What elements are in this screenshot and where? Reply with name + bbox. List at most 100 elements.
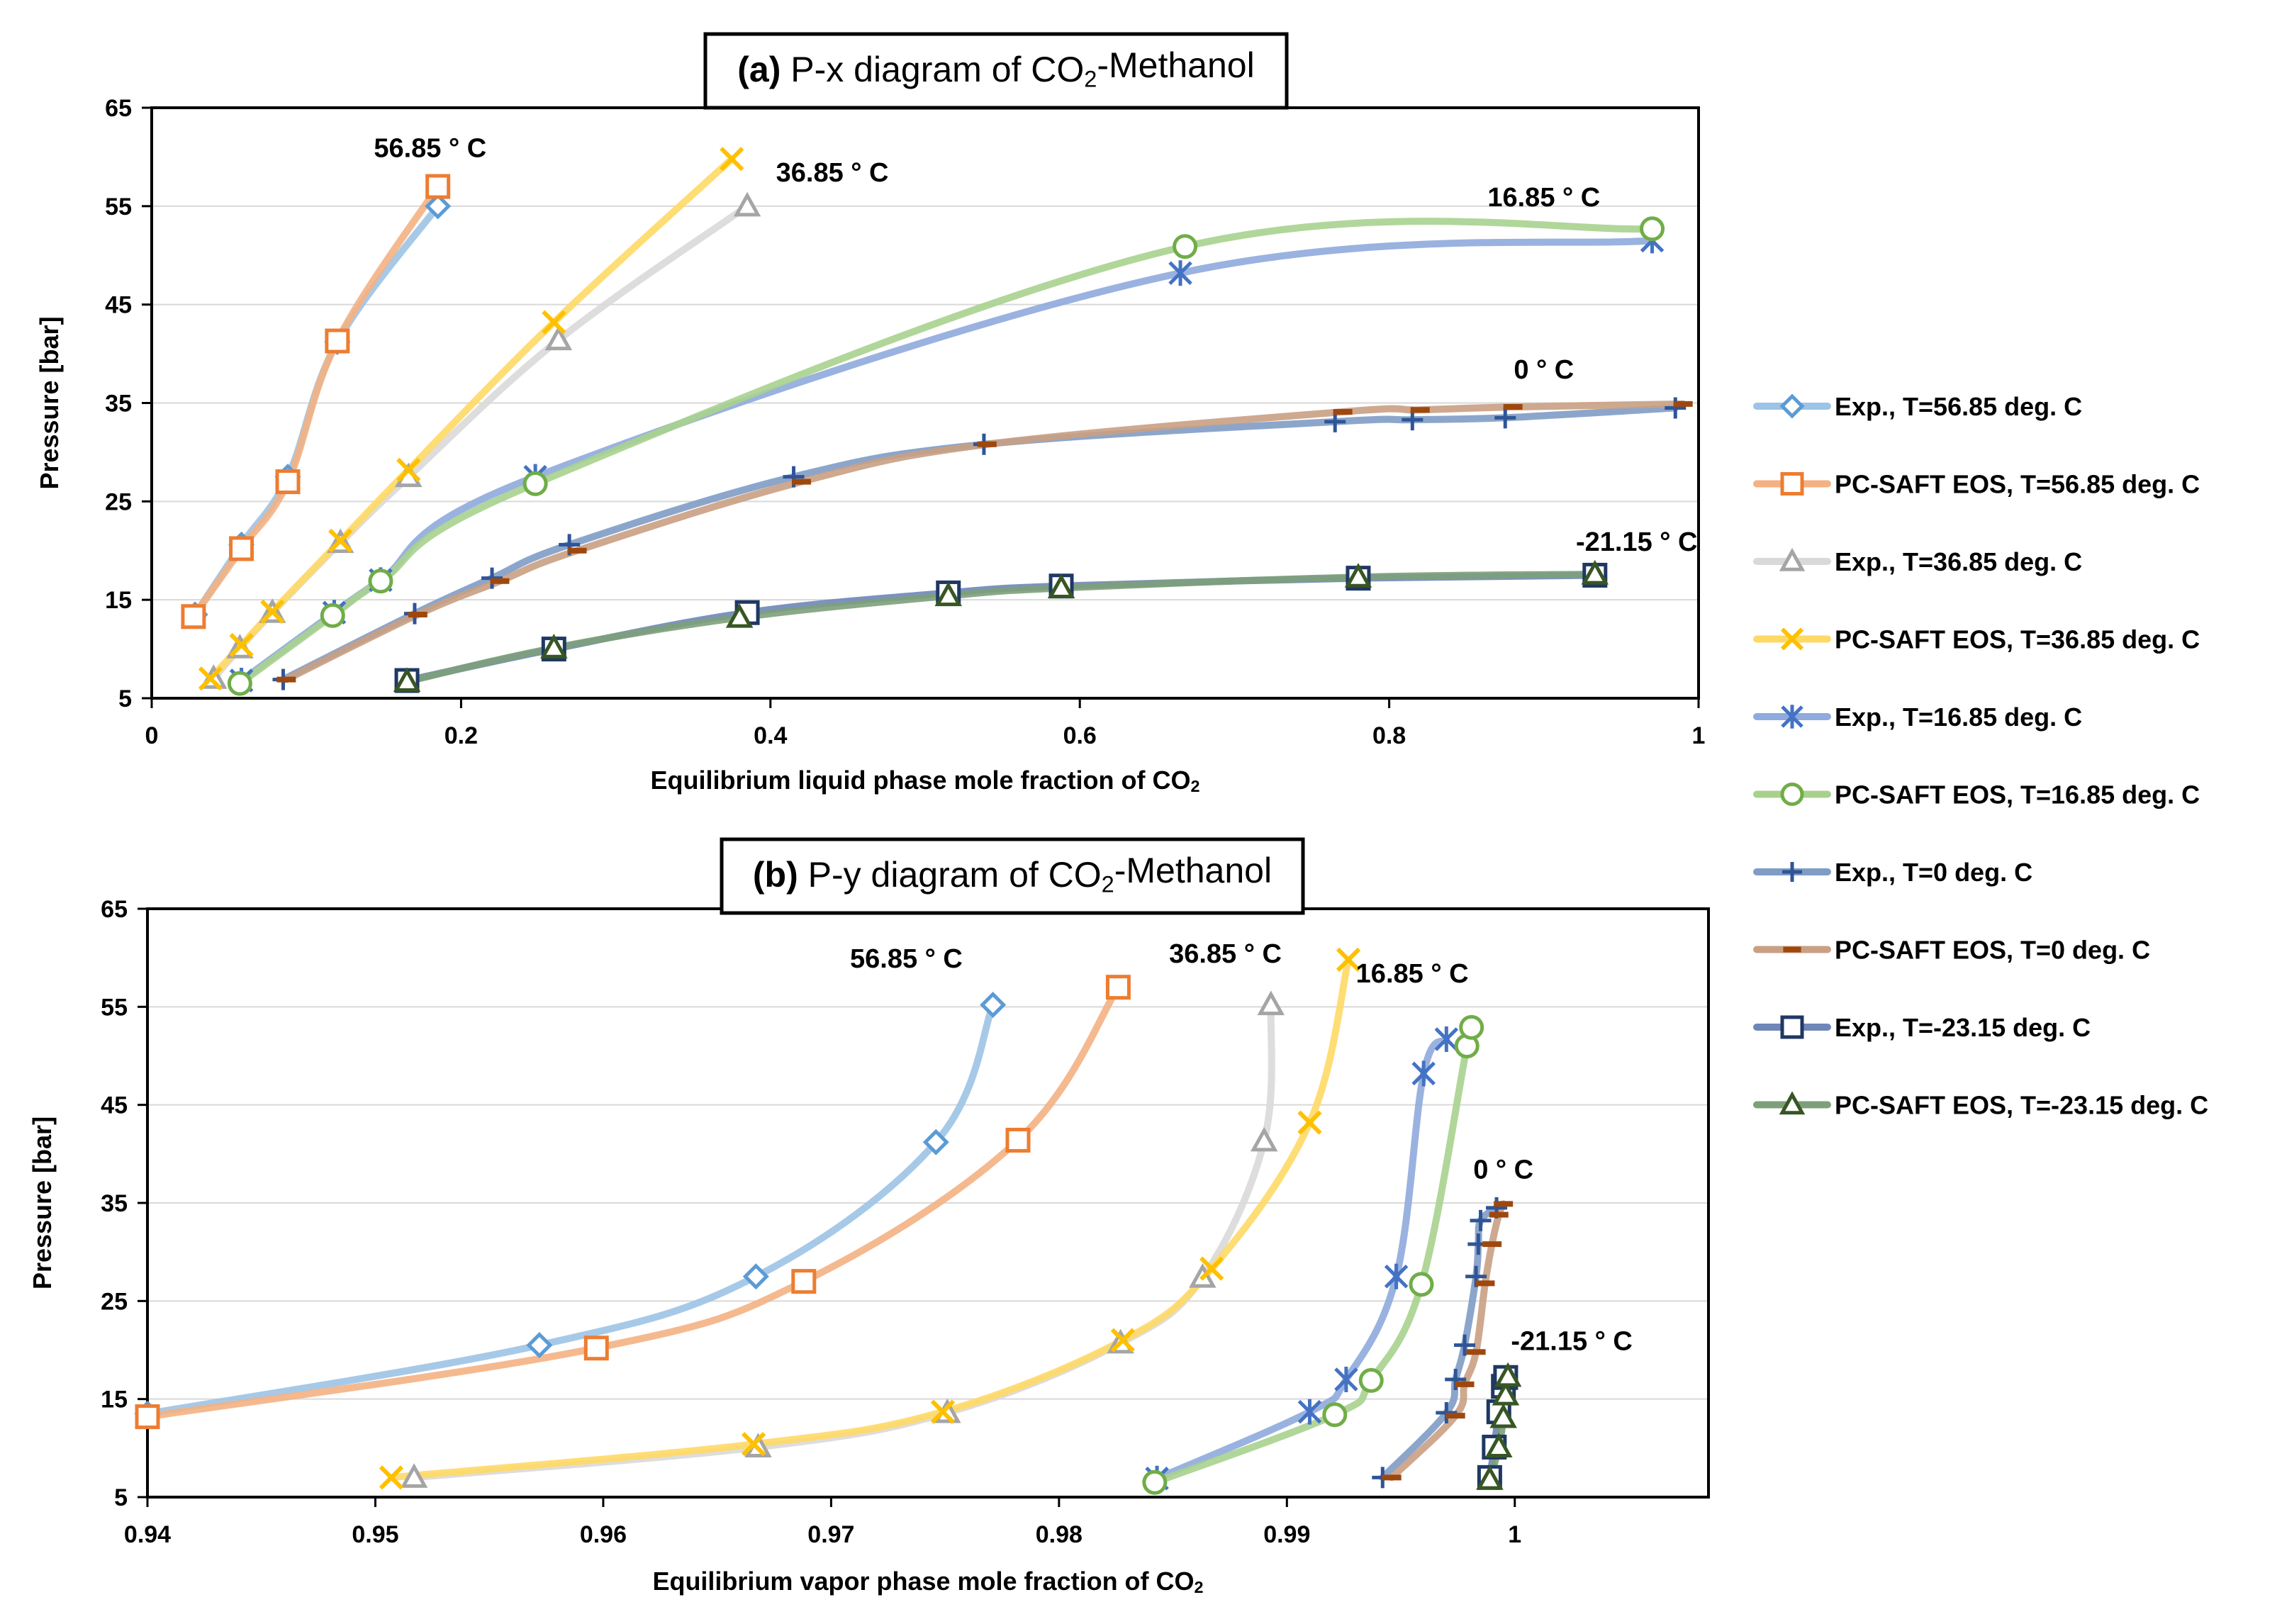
data-point [181,604,206,629]
temperature-label: 0 ° C [1473,1155,1533,1185]
data-point [1434,1026,1459,1052]
legend-label: Exp., T=16.85 deg. C [1835,702,2082,732]
legend-entry: Exp., T=56.85 deg. C [1753,392,2082,421]
data-point [425,193,452,220]
y-tick-label: 5 [114,1484,128,1511]
data-point [1173,234,1198,259]
data-point [526,1332,553,1359]
data-point [522,471,548,496]
x-axis-label: Equilibrium liquid phase mole fraction o… [650,766,1199,796]
x-tick-label: 0.98 [1036,1521,1083,1548]
y-tick-label: 65 [105,95,132,122]
data-point [320,603,345,628]
data-point [733,191,761,217]
y-tick-label: 55 [101,994,128,1021]
data-point [980,992,1007,1019]
temperature-label: -21.15 ° C [1576,527,1698,557]
x-tick-label: 0.99 [1263,1521,1310,1548]
data-point [1297,1399,1322,1425]
data-point [1581,559,1609,585]
legend-swatch-marker [1779,1091,1806,1115]
data-point [930,1399,956,1424]
x-tick-label: 0.4 [754,722,787,749]
data-point [1142,1469,1168,1495]
series-line [236,218,1656,688]
legend-swatch-marker [1782,862,1802,882]
x-tick-label: 0.8 [1372,722,1406,749]
legend-entry: PC-SAFT EOS, T=36.85 deg. C [1753,625,2200,654]
legend-swatch-marker [1779,393,1805,419]
legend-label: PC-SAFT EOS, T=0 deg. C [1835,936,2150,965]
data-point [1459,1014,1484,1040]
data-point [368,569,393,594]
data-point [379,1465,404,1490]
y-tick-label: 25 [101,1288,128,1315]
y-tick-label: 65 [101,896,128,923]
data-point [393,667,421,692]
chart-title: (b) P-y diagram of CO2-Methanol [753,851,1272,897]
temperature-label: 56.85 ° C [374,133,486,163]
y-tick-label: 15 [105,587,132,614]
data-point [542,310,566,335]
temperature-label: 56.85 ° C [850,944,963,974]
legend-entry: PC-SAFT EOS, T=-23.15 deg. C [1753,1091,2208,1120]
legend-label: Exp., T=0 deg. C [1835,858,2032,887]
data-point [720,147,744,172]
legend-label: PC-SAFT EOS, T=16.85 deg. C [1835,780,2200,810]
legend-entry: PC-SAFT EOS, T=0 deg. C [1753,936,2150,965]
data-point [1454,1334,1476,1356]
x-tick-label: 0.6 [1063,722,1097,749]
x-axis-label: Equilibrium vapor phase mole fraction of… [652,1567,1203,1597]
data-point [583,1335,609,1361]
legend-swatch-marker [1781,705,1803,729]
data-point [1344,563,1372,588]
y-tick-label: 35 [105,391,132,418]
data-point [1334,1367,1358,1392]
temperature-label: 16.85 ° C [1487,183,1600,213]
data-point [1336,947,1361,973]
x-tick-label: 0.95 [352,1521,398,1548]
x-tick-label: 1 [1692,722,1706,749]
y-tick-label: 55 [105,194,132,220]
legend-entry: Exp., T=16.85 deg. C [1753,702,2082,732]
data-point [1199,1256,1224,1281]
legend-entry: Exp., T=36.85 deg. C [1753,547,2082,576]
data-point [1489,1403,1517,1428]
y-axis-label: Pressure [bar] [28,1116,57,1289]
legend-entry: Exp., T=0 deg. C [1753,858,2032,887]
data-point [742,1263,769,1290]
x-tick-label: 0.2 [444,722,478,749]
data-point [1665,397,1687,419]
chart-title-box [703,32,1289,110]
temperature-label: -21.15 ° C [1511,1327,1633,1357]
data-point [1358,1367,1384,1393]
x-tick-label: 0.96 [580,1521,627,1548]
data-point [260,599,285,624]
data-point [1168,260,1192,286]
data-point [1470,1209,1492,1231]
data-point [1409,1272,1434,1297]
series-line [144,1001,997,1418]
y-tick-label: 15 [101,1387,128,1413]
data-point [1640,216,1665,242]
y-tick-label: 45 [101,1092,128,1119]
data-point [135,1404,160,1430]
legend-entry: Exp., T=-23.15 deg. C [1753,1013,2091,1042]
data-point [540,634,568,659]
data-point [1476,1465,1504,1490]
data-point [934,581,962,607]
legend-label: Exp., T=56.85 deg. C [1835,392,2082,421]
legend-label: Exp., T=36.85 deg. C [1835,547,2082,576]
legend-swatch-marker [1780,1015,1804,1039]
data-point [227,671,252,696]
legend-swatch-marker [1780,783,1804,806]
data-point [1110,1328,1135,1353]
legend-swatch-marker [1779,547,1806,571]
x-tick-label: 1 [1508,1521,1521,1548]
data-point [1047,573,1075,599]
data-point [275,469,301,495]
data-point [791,1269,817,1294]
temperature-label: 16.85 ° C [1356,959,1469,989]
legend-swatch-marker [1780,627,1804,651]
